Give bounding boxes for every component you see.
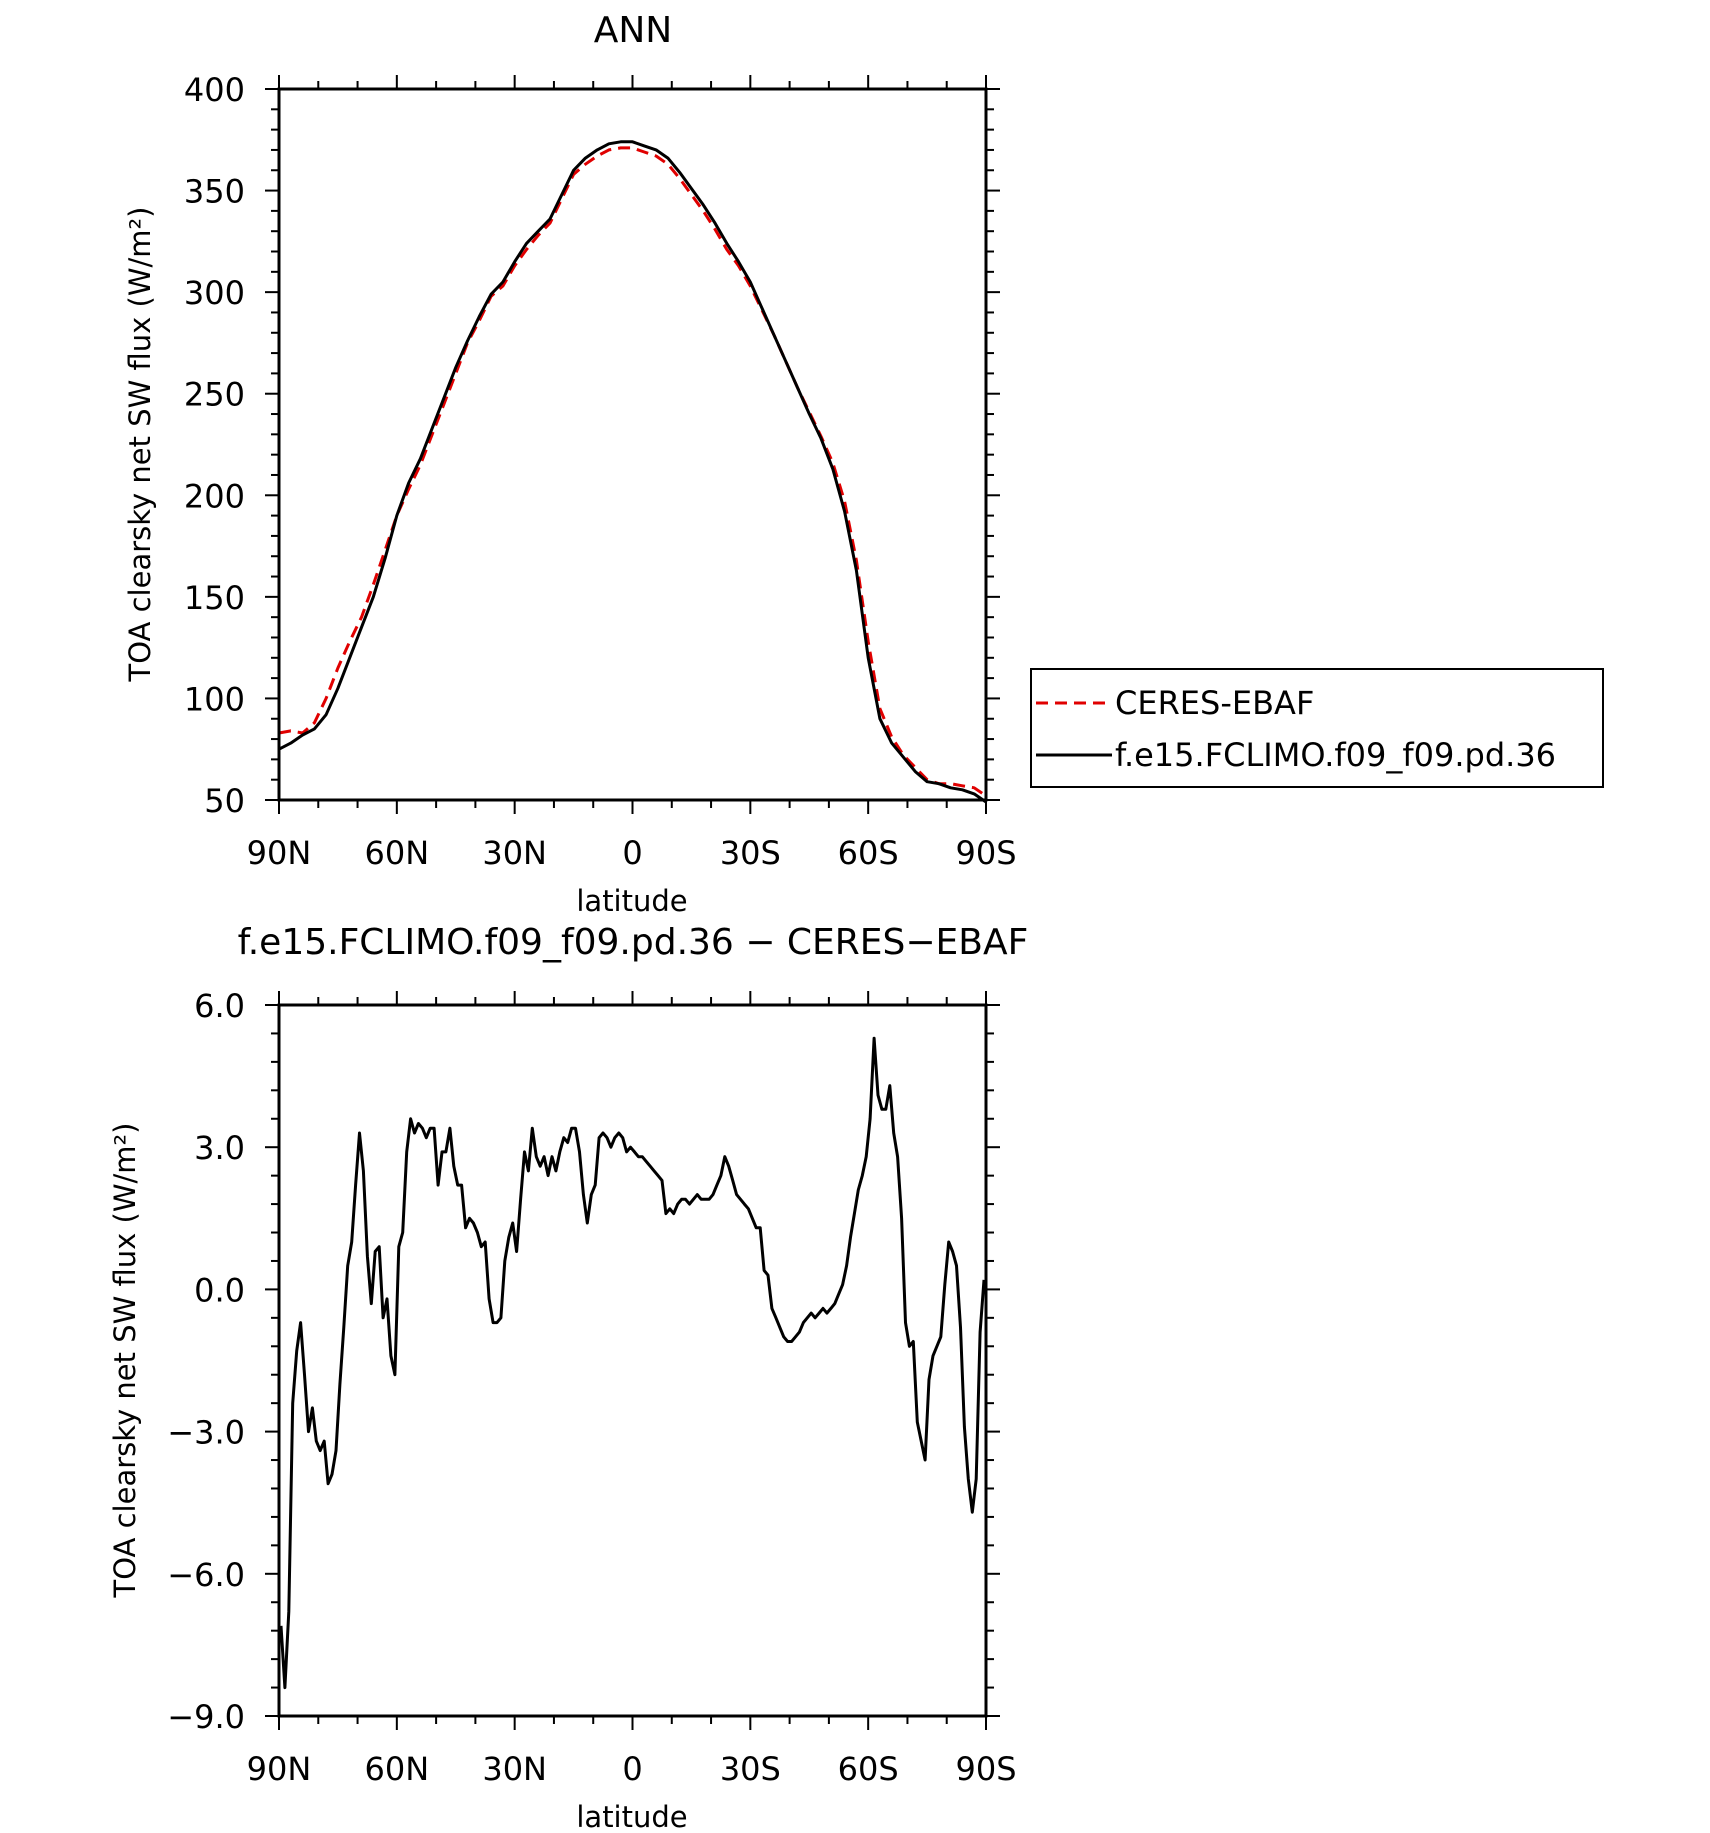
y-tick-label: 6.0 <box>194 987 245 1025</box>
chart-title: ANN <box>594 10 673 51</box>
y-tick-label: 0.0 <box>194 1271 245 1309</box>
x-tick-label: 60N <box>365 834 430 872</box>
x-tick-labels: 90N 60N 30N 0 30S 60S 90S <box>247 834 1017 872</box>
y-tick-label: −9.0 <box>167 1698 245 1736</box>
x-tick-label: 0 <box>622 1750 642 1788</box>
tick-marks <box>265 991 1000 1730</box>
y-tick-label: 100 <box>184 680 245 718</box>
x-axis-label: latitude <box>576 1800 687 1833</box>
legend: CERES-EBAF f.e15.FCLIMO.f09_f09.pd.36 <box>1030 668 1604 788</box>
series-line-difference <box>279 1036 986 1690</box>
x-axis-label: latitude <box>576 884 687 918</box>
series-line-f-e15-fclimo-f09-f09-pd-36 <box>278 140 987 804</box>
y-axis-label: TOA clearsky net SW flux (W/m²) <box>123 207 157 683</box>
y-tick-label: −3.0 <box>167 1414 245 1452</box>
y-tick-label: 200 <box>184 477 245 515</box>
x-tick-label: 0 <box>622 834 642 872</box>
y-tick-label: 3.0 <box>194 1129 245 1167</box>
series-lines <box>279 1036 986 1690</box>
y-tick-label: 400 <box>184 71 245 109</box>
plot-frame <box>277 87 988 802</box>
x-tick-labels: 90N 60N 30N 0 30S 60S 90S <box>247 1750 1017 1788</box>
y-tick-labels: −9.0 −6.0 −3.0 0.0 3.0 6.0 <box>167 987 245 1736</box>
x-tick-label: 90S <box>955 834 1016 872</box>
x-tick-label: 30S <box>720 834 781 872</box>
x-tick-label: 90N <box>247 1750 312 1788</box>
y-tick-label: 350 <box>184 173 245 211</box>
y-tick-label: 150 <box>184 579 245 617</box>
series-line-ceres-ebaf <box>278 146 987 798</box>
chart-mean-flux: ANN 90N 60N 30N 0 30S 60S 90S 50 100 150 200 250 30… <box>123 10 1604 918</box>
x-tick-label: 90S <box>955 1750 1016 1788</box>
chart-difference: f.e15.FCLIMO.f09_f09.pd.36 − CERES−EBAF … <box>108 922 1028 1833</box>
y-tick-labels: 50 100 150 200 250 300 350 400 <box>184 71 245 820</box>
x-tick-label: 60N <box>365 1750 430 1788</box>
x-tick-label: 60S <box>838 1750 899 1788</box>
x-tick-label: 30S <box>720 1750 781 1788</box>
y-tick-label: 250 <box>184 376 245 414</box>
x-tick-label: 90N <box>247 834 312 872</box>
legend-label-model: f.e15.FCLIMO.f09_f09.pd.36 <box>1115 736 1556 774</box>
plot-frame <box>277 1003 988 1718</box>
y-tick-label: 50 <box>204 782 245 820</box>
x-tick-label: 30N <box>482 1750 547 1788</box>
y-axis-label: TOA clearsky net SW flux (W/m²) <box>108 1123 142 1599</box>
legend-label-ceres: CERES-EBAF <box>1115 684 1314 722</box>
x-tick-label: 60S <box>838 834 899 872</box>
chart-title: f.e15.FCLIMO.f09_f09.pd.36 − CERES−EBAF <box>238 922 1029 963</box>
y-tick-label: 300 <box>184 274 245 312</box>
legend-box <box>1030 668 1604 788</box>
tick-marks <box>265 75 1000 814</box>
y-tick-label: −6.0 <box>167 1556 245 1594</box>
x-tick-label: 30N <box>482 834 547 872</box>
series-lines <box>278 140 987 804</box>
